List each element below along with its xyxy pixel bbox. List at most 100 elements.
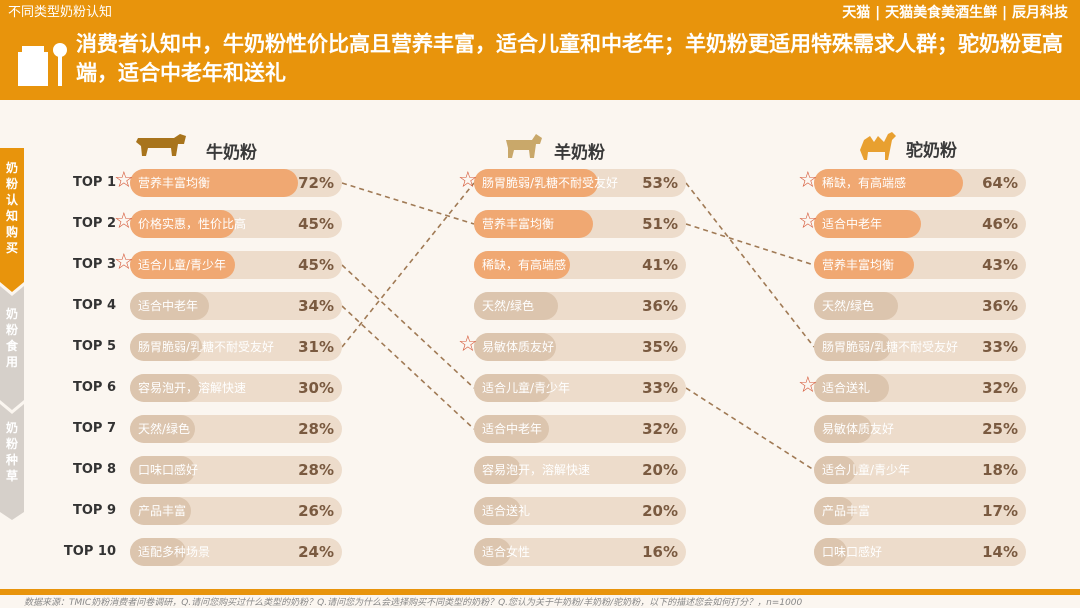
bar-value: 45% (298, 256, 334, 274)
bar-fill (130, 456, 195, 484)
bar-row: 口味口感好 14% (814, 538, 1026, 566)
bar-label: 天然/绿色 (822, 299, 875, 313)
side-tab-usage[interactable]: 奶粉食用 (5, 307, 18, 369)
cow-icon (136, 134, 186, 156)
bar-label: 易敏体质友好 (482, 340, 555, 354)
bar-label: 适配多种场景 (138, 545, 211, 559)
connector-line (685, 223, 815, 266)
bar-value: 34% (298, 297, 334, 315)
bar-label: 适合儿童/青少年 (822, 463, 911, 477)
bar-value: 18% (982, 461, 1018, 479)
top-bar: 不同类型奶粉认知 天猫 | 天猫美食美酒生鲜 | 辰月科技 (0, 0, 1080, 26)
bar-label: 稀缺，有高端感 (482, 258, 567, 272)
bar-value: 64% (982, 174, 1018, 192)
bar-row: 天然/绿色 36% (474, 292, 686, 320)
column-title-goat: 羊奶粉 (554, 143, 605, 163)
bar-label: 适合中老年 (822, 217, 883, 231)
side-nav: 奶粉认知购买 奶粉食用 奶粉种草 (0, 148, 26, 520)
star-icon: ☆ (114, 168, 134, 193)
bar-label: 天然/绿色 (482, 299, 535, 313)
bar-label: 稀缺，有高端感 (822, 176, 907, 190)
bar-value: 45% (298, 215, 334, 233)
connector-line (685, 182, 815, 348)
bar-value: 25% (982, 420, 1018, 438)
bar-fill (814, 538, 847, 566)
bar-row: 适合送礼 20% (474, 497, 686, 525)
bar-row: 适合儿童/青少年 45% ☆ (114, 250, 342, 279)
bar-row: 容易泡开，溶解快速 30% (130, 374, 342, 402)
star-icon: ☆ (458, 168, 478, 193)
bar-label: 适合女性 (482, 545, 531, 559)
source-note: 数据来源：TMIC奶粉消费者问卷调研，Q.请问您购买过什么类型的奶粉？Q.请问您… (24, 598, 803, 608)
bar-label: 易敏体质友好 (822, 422, 895, 436)
bar-label: 适合中老年 (482, 422, 543, 436)
bar-value: 32% (982, 379, 1018, 397)
bar-value: 24% (298, 543, 334, 561)
bar-row: 容易泡开，溶解快速 20% (474, 456, 686, 484)
bar-value: 36% (982, 297, 1018, 315)
bar-label: 营养丰富均衡 (822, 258, 895, 272)
milk-can-icon (18, 43, 67, 86)
bar-fill (130, 292, 209, 320)
bar-value: 16% (642, 543, 678, 561)
bar-label: 适合送礼 (482, 504, 531, 518)
connector-line (341, 182, 475, 225)
bar-row: 肠胃脆弱/乳糖不耐受友好 53% ☆ (458, 168, 686, 197)
side-tab-seeding[interactable]: 奶粉种草 (5, 421, 18, 483)
bar-row: 营养丰富均衡 72% ☆ (114, 168, 342, 197)
footer-bar (0, 589, 1080, 595)
bar-label: 容易泡开，溶解快速 (138, 381, 247, 395)
column-header-cow: 牛奶粉 (134, 130, 314, 170)
bar-label: 适合中老年 (138, 299, 199, 313)
bar-fill (130, 374, 200, 402)
bar-fill (474, 251, 570, 279)
section-tag: 不同类型奶粉认知 (8, 5, 113, 20)
bar-value: 14% (982, 543, 1018, 561)
side-tab-cognition[interactable]: 奶粉认知购买 (5, 161, 18, 255)
bar-fill (474, 333, 556, 361)
connector-line (341, 182, 475, 348)
bar-value: 31% (298, 338, 334, 356)
bar-row: 营养丰富均衡 51% (474, 210, 686, 238)
bar-fill (130, 251, 235, 279)
bar-fill (474, 169, 598, 197)
bar-row: 稀缺，有高端感 64% ☆ (798, 168, 1026, 197)
bar-value: 33% (982, 338, 1018, 356)
bar-row: 适合送礼 32% ☆ (798, 373, 1026, 402)
side-nav-bg (0, 148, 24, 520)
bar-value: 53% (642, 174, 678, 192)
bar-fill (474, 538, 511, 566)
bar-track (814, 538, 1026, 566)
star-icon: ☆ (798, 168, 818, 193)
bar-value: 20% (642, 461, 678, 479)
bar-fill (814, 210, 921, 238)
bar-fill (814, 292, 898, 320)
bar-row: 适合中老年 46% ☆ (798, 209, 1026, 238)
bar-fill (130, 538, 186, 566)
bar-label: 肠胃脆弱/乳糖不耐受友好 (822, 340, 959, 354)
rank-label: TOP 4 (72, 298, 116, 313)
bar-label: 适合送礼 (822, 381, 871, 395)
star-icon: ☆ (798, 209, 818, 234)
bar-row: 肠胃脆弱/乳糖不耐受友好 33% (814, 333, 1026, 361)
bar-fill (814, 456, 856, 484)
bar-value: 26% (298, 502, 334, 520)
rank-label: TOP 8 (72, 462, 116, 477)
bar-value: 43% (982, 256, 1018, 274)
bar-label: 口味口感好 (822, 545, 883, 559)
bar-fill (130, 415, 195, 443)
bar-row: 适合中老年 34% (130, 292, 342, 320)
bar-fill (814, 374, 889, 402)
column-header-goat: 羊奶粉 (504, 130, 684, 170)
bar-value: 30% (298, 379, 334, 397)
bar-value: 51% (642, 215, 678, 233)
bar-row: 适合中老年 32% (474, 415, 686, 443)
column-header-camel: 驼奶粉 (858, 128, 1038, 168)
bar-fill (814, 251, 914, 279)
bar-row: 易敏体质友好 25% (814, 415, 1026, 443)
bar-label: 营养丰富均衡 (482, 217, 555, 231)
bar-value: 33% (642, 379, 678, 397)
bar-fill (130, 210, 235, 238)
bar-value: 20% (642, 502, 678, 520)
